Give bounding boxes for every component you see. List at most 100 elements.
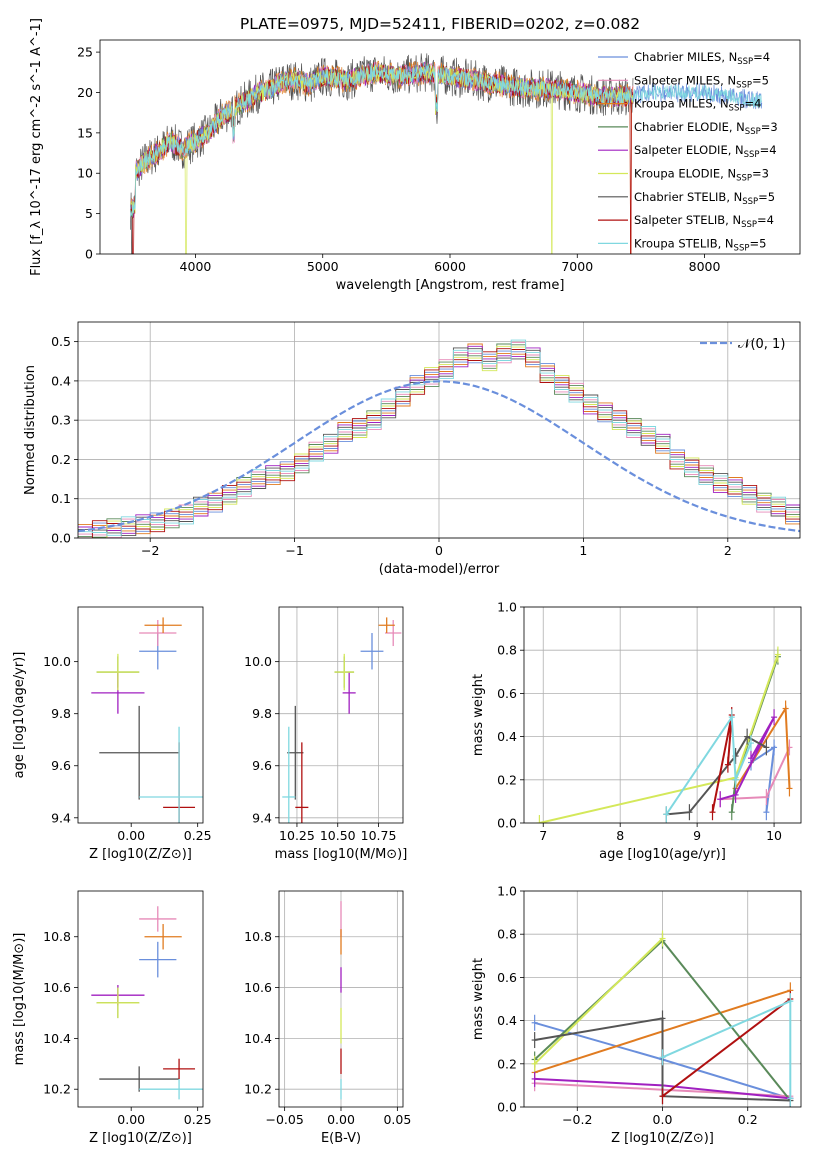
y-tick-label: 20 — [77, 85, 93, 100]
legend-text: Kroupa ELODIE, N — [634, 167, 736, 181]
y-axis-label: Flux [f_λ 10^-17 erg cm^-2 s^-1 A^-1] — [29, 18, 44, 276]
legend-text: Salpeter STELIB, N — [634, 213, 741, 227]
normal-curve — [78, 380, 800, 533]
y-tick-label: 10.8 — [244, 929, 272, 944]
legend-subscript: SSP — [729, 104, 745, 114]
legend-label-salpeter_elodie: Salpeter ELODIE, NSSP=4 — [634, 143, 777, 160]
x-tick-label: 2 — [724, 543, 732, 558]
legend-subscript: SSP — [734, 243, 750, 253]
legend-text: Kroupa STELIB, N — [634, 236, 734, 250]
y-axis-label: age [log10(age/yr)] — [12, 652, 27, 779]
x-axis-label: E(B-V) — [321, 1131, 361, 1146]
axes-frame — [77, 321, 801, 539]
ticks: −2 −1 0 1 2 0.0 0.1 0.2 0.3 0.4 0.5 — [51, 334, 732, 558]
y-tick-label: 0.0 — [51, 531, 71, 546]
y-tick-label: 15 — [77, 125, 93, 140]
plot-area — [91, 617, 203, 823]
panel-mass_vs_z: 0.00 0.25 10.2 10.4 10.6 10.8 Z [log10(Z/Z⊙)] m… — [12, 890, 212, 1146]
x-tick-label: 0.25 — [184, 1112, 212, 1127]
y-tick-label: 1.0 — [497, 884, 517, 899]
x-tick-label: 10 — [766, 828, 782, 843]
y-tick-label: 0.4 — [497, 729, 517, 744]
x-tick-label: −0.05 — [265, 1112, 303, 1127]
y-tick-label: 0.2 — [497, 772, 517, 787]
legend-subscript: SSP — [745, 127, 761, 137]
panel-spectrum: 4000 5000 6000 7000 8000 0 5 10 15 20 25 wavelength… — [29, 18, 801, 293]
axes-frame — [99, 39, 801, 255]
panel-age_vs_mass: 10.25 10.50 10.75 9.4 9.6 9.8 10.0 mass [log10(… — [244, 606, 408, 862]
y-tick-label: 10.6 — [43, 980, 71, 995]
ticks: 7 8 9 10 0.0 0.2 0.4 0.6 0.8 1.0 — [497, 600, 782, 844]
legend-subscript: SSP — [742, 197, 758, 207]
y-tick-label: 0.2 — [497, 1056, 517, 1071]
y-tick-label: 10.8 — [43, 929, 71, 944]
x-tick-label: 10.50 — [320, 828, 356, 843]
y-tick-label: 0.5 — [51, 334, 71, 349]
y-tick-label: 0 — [85, 247, 93, 262]
y-axis-label: mass weight — [471, 958, 486, 1040]
y-tick-label: 0.0 — [497, 1100, 517, 1115]
x-axis-label: Z [log10(Z/Z⊙)] — [89, 1131, 192, 1146]
legend-value: =3 — [761, 120, 778, 134]
y-tick-label: 0.6 — [497, 970, 517, 985]
y-tick-label: 9.4 — [51, 810, 71, 825]
x-tick-label: 9 — [693, 828, 701, 843]
x-tick-label: 0.25 — [184, 828, 212, 843]
x-tick-label: 0.2 — [738, 1112, 758, 1127]
x-axis-label: (data-model)/error — [379, 562, 500, 577]
x-tick-label: −2 — [141, 543, 159, 558]
legend-text: Kroupa MILES, N — [634, 97, 729, 111]
ticks: −0.2 0.0 0.2 0.0 0.2 0.4 0.6 0.8 1.0 — [497, 884, 758, 1128]
axes-frame — [523, 606, 802, 824]
plot-area — [531, 930, 794, 1107]
plot-area — [536, 646, 793, 823]
weight-line-kroupa_stelib — [662, 999, 792, 1099]
legend-label-kroupa_miles: Kroupa MILES, NSSP=4 — [634, 97, 761, 114]
x-tick-label: −0.2 — [562, 1112, 592, 1127]
x-tick-label: 0 — [435, 543, 443, 558]
legend-subscript: SSP — [737, 57, 753, 67]
x-tick-label: 8 — [616, 828, 624, 843]
y-tick-label: 0.4 — [51, 373, 71, 388]
y-tick-label: 9.6 — [51, 758, 71, 773]
x-tick-label: 1 — [579, 543, 587, 558]
panel-mass_vs_ebv: −0.05 0.00 0.05 10.2 10.4 10.6 10.8 E(B-V) — [244, 890, 411, 1146]
y-tick-label: 0.1 — [51, 491, 71, 506]
panel-residuals: −2 −1 0 1 2 0.0 0.1 0.2 0.3 0.4 0.5 (data-model)/er… — [23, 321, 801, 577]
x-tick-label: 6000 — [434, 259, 466, 274]
histogram-kroupa_miles — [78, 343, 800, 535]
ticks: 0.00 0.25 10.2 10.4 10.6 10.8 — [43, 929, 211, 1127]
x-axis-label: Z [log10(Z/Z⊙)] — [611, 1131, 714, 1146]
x-tick-label: 0.0 — [653, 1112, 673, 1127]
axes-frame — [77, 890, 204, 1108]
legend-subscript: SSP — [744, 150, 760, 160]
legend-label-chabrier_elodie: Chabrier ELODIE, NSSP=3 — [634, 120, 778, 137]
legend-value: =4 — [760, 143, 777, 157]
ticks: 4000 5000 6000 7000 8000 0 5 10 15 20 25 — [77, 45, 720, 274]
y-tick-label: 9.8 — [252, 706, 272, 721]
x-tick-label: 10.25 — [279, 828, 315, 843]
y-tick-label: 25 — [77, 45, 93, 60]
plot-area — [78, 339, 800, 538]
y-tick-label: 10.2 — [244, 1082, 272, 1097]
weight-line-salpeter_stelib — [661, 998, 791, 1097]
legend-value: =5 — [752, 73, 769, 87]
y-axis-label: Normed distribution — [23, 365, 38, 495]
legend-text: Chabrier ELODIE, N — [634, 120, 745, 134]
x-tick-label: 8000 — [689, 259, 721, 274]
x-axis-label: mass [log10(M/M⊙)] — [275, 847, 408, 862]
y-tick-label: 10.4 — [244, 1031, 272, 1046]
y-tick-label: 10.6 — [244, 980, 272, 995]
legend-text: Chabrier MILES, N — [634, 50, 737, 64]
legend-label-salpeter_miles: Salpeter MILES, NSSP=5 — [634, 73, 769, 90]
legend-label-chabrier_miles: Chabrier MILES, NSSP=4 — [634, 50, 770, 67]
y-tick-label: 0.6 — [497, 686, 517, 701]
spectrum-kroupa_elodie — [130, 63, 634, 254]
histogram-salpeter_elodie — [78, 345, 800, 534]
legend-value: =4 — [753, 50, 770, 64]
axes-frame — [77, 606, 204, 824]
panel-weight_vs_z: −0.2 0.0 0.2 0.0 0.2 0.4 0.6 0.8 1.0 Z [log10(Z/Z… — [471, 884, 802, 1146]
y-tick-label: 10.0 — [244, 654, 272, 669]
